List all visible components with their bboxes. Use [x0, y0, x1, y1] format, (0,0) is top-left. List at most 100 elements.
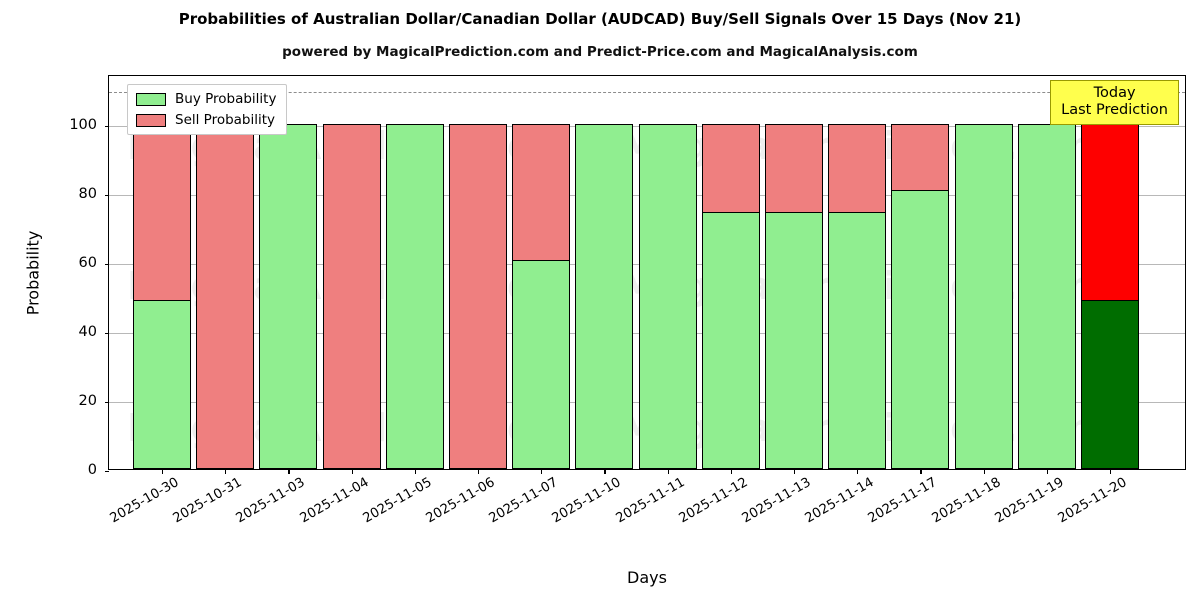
bar-segment-buy[interactable]: [512, 260, 571, 469]
x-tick-mark: [414, 469, 416, 474]
y-tick-label: 0: [87, 462, 97, 478]
bar-segment-buy[interactable]: [828, 212, 887, 469]
y-axis-label: Probability: [23, 230, 43, 315]
y-tick-label: 60: [78, 255, 97, 271]
x-tick-mark: [351, 469, 353, 474]
bar-stack[interactable]: [701, 124, 760, 469]
y-tick-mark: [104, 471, 109, 473]
legend: Buy Probability Sell Probability: [127, 84, 288, 135]
x-tick-mark: [478, 469, 480, 474]
bar-stack[interactable]: [891, 124, 950, 469]
x-tick-label: 2025-10-31: [170, 475, 245, 527]
bar-segment-sell[interactable]: [322, 124, 381, 469]
bar-segment-sell[interactable]: [1081, 124, 1139, 300]
legend-label: Buy Probability: [175, 91, 277, 107]
x-tick-label: 2025-11-03: [234, 475, 308, 527]
bar-segment-sell[interactable]: [828, 124, 887, 212]
x-tick-mark: [162, 469, 164, 474]
x-tick-mark: [288, 469, 290, 474]
x-tick-mark: [920, 469, 922, 474]
x-tick-mark: [983, 469, 985, 474]
y-tick-label: 80: [78, 186, 97, 203]
y-tick-label: 100: [69, 117, 97, 134]
x-tick-mark: [604, 469, 606, 474]
x-tick-mark: [730, 469, 732, 474]
today-annotation: Today Last Prediction: [1050, 80, 1179, 126]
bar-segment-buy[interactable]: [891, 189, 950, 469]
x-tick-mark: [225, 469, 227, 474]
last-prediction-label: Last Prediction: [1061, 102, 1168, 119]
bar-stack[interactable]: [133, 124, 191, 469]
y-tick-mark: [104, 264, 109, 266]
x-tick-label: 2025-11-05: [360, 475, 435, 527]
x-tick-label: 2025-11-06: [423, 475, 498, 527]
y-tick-mark: [104, 402, 109, 404]
x-tick-mark: [1110, 469, 1112, 474]
bar-segment-buy[interactable]: [133, 299, 191, 469]
bar-stack[interactable]: [385, 124, 444, 469]
threshold-dashed-line: [109, 91, 1185, 93]
chart-subtitle: powered by MagicalPrediction.com and Pre…: [282, 44, 918, 60]
bar-segment-sell[interactable]: [765, 124, 823, 212]
x-tick-label: 2025-11-12: [676, 475, 751, 527]
y-tick-label: 40: [78, 324, 97, 340]
bar-segment-sell[interactable]: [701, 124, 760, 212]
x-tick-mark: [667, 469, 669, 474]
bar-segment-buy[interactable]: [1081, 299, 1139, 469]
y-tick-mark: [104, 333, 109, 335]
bar-segment-buy[interactable]: [954, 124, 1013, 469]
bar-segment-sell[interactable]: [449, 124, 507, 469]
bar-stack[interactable]: [575, 124, 634, 469]
bar-stack[interactable]: [638, 124, 697, 469]
legend-item[interactable]: Buy Probability: [136, 91, 276, 107]
today-label: Today: [1093, 85, 1136, 101]
page-title: Probabilities of Australian Dollar/Canad…: [178, 10, 1022, 28]
x-tick-mark: [541, 469, 543, 474]
x-tick-mark: [794, 469, 796, 474]
plot-area: MagicalAnalysis.comMagicalPrediction.com…: [24, 75, 1186, 526]
bar-segment-buy[interactable]: [385, 124, 444, 469]
x-tick-label: 2025-11-20: [1055, 475, 1130, 527]
bar-stack[interactable]: [954, 124, 1013, 469]
bar-stack[interactable]: [1081, 124, 1139, 469]
bar-segment-sell[interactable]: [196, 124, 255, 469]
x-tick-label: 2025-11-13: [739, 475, 814, 527]
bar-segment-buy[interactable]: [638, 124, 697, 469]
bar-segment-buy[interactable]: [259, 124, 318, 469]
bar-stack[interactable]: [449, 124, 507, 469]
bar-segment-sell[interactable]: [133, 124, 191, 300]
bar-stack[interactable]: [322, 124, 381, 469]
x-tick-label: 2025-10-30: [107, 475, 182, 527]
bar-stack[interactable]: [259, 124, 318, 469]
bar-stack[interactable]: [828, 124, 887, 469]
x-tick-label: 2025-11-10: [550, 475, 624, 527]
bar-segment-sell[interactable]: [512, 124, 571, 261]
y-tick-mark: [104, 126, 109, 128]
legend-item[interactable]: Sell Probability: [136, 112, 276, 128]
x-tick-label: 2025-11-18: [929, 475, 1004, 527]
y-tick-label: 20: [78, 393, 97, 409]
legend-swatch-icon: [136, 92, 166, 106]
legend-swatch-icon: [136, 113, 166, 127]
bar-segment-buy[interactable]: [701, 212, 760, 469]
bar-segment-buy[interactable]: [575, 124, 634, 469]
x-axis-label: Days: [627, 568, 667, 587]
x-tick-mark: [1046, 469, 1048, 474]
x-tick-label: 2025-11-07: [486, 475, 561, 527]
x-tick-label: 2025-11-11: [613, 475, 688, 527]
bar-stack[interactable]: [1017, 124, 1076, 469]
bar-stack[interactable]: [512, 124, 571, 469]
bar-stack[interactable]: [196, 124, 255, 469]
x-tick-label: 2025-11-14: [802, 475, 877, 527]
x-tick-label: 2025-11-17: [866, 475, 940, 527]
y-tick-mark: [104, 195, 109, 197]
bar-segment-buy[interactable]: [1017, 124, 1076, 469]
x-tick-label: 2025-11-19: [992, 475, 1067, 527]
legend-label: Sell Probability: [175, 112, 276, 128]
bar-stack[interactable]: [765, 124, 823, 469]
x-tick-mark: [857, 469, 859, 474]
x-tick-label: 2025-11-04: [297, 475, 372, 527]
bar-segment-sell[interactable]: [891, 124, 950, 190]
bar-segment-buy[interactable]: [765, 212, 823, 469]
